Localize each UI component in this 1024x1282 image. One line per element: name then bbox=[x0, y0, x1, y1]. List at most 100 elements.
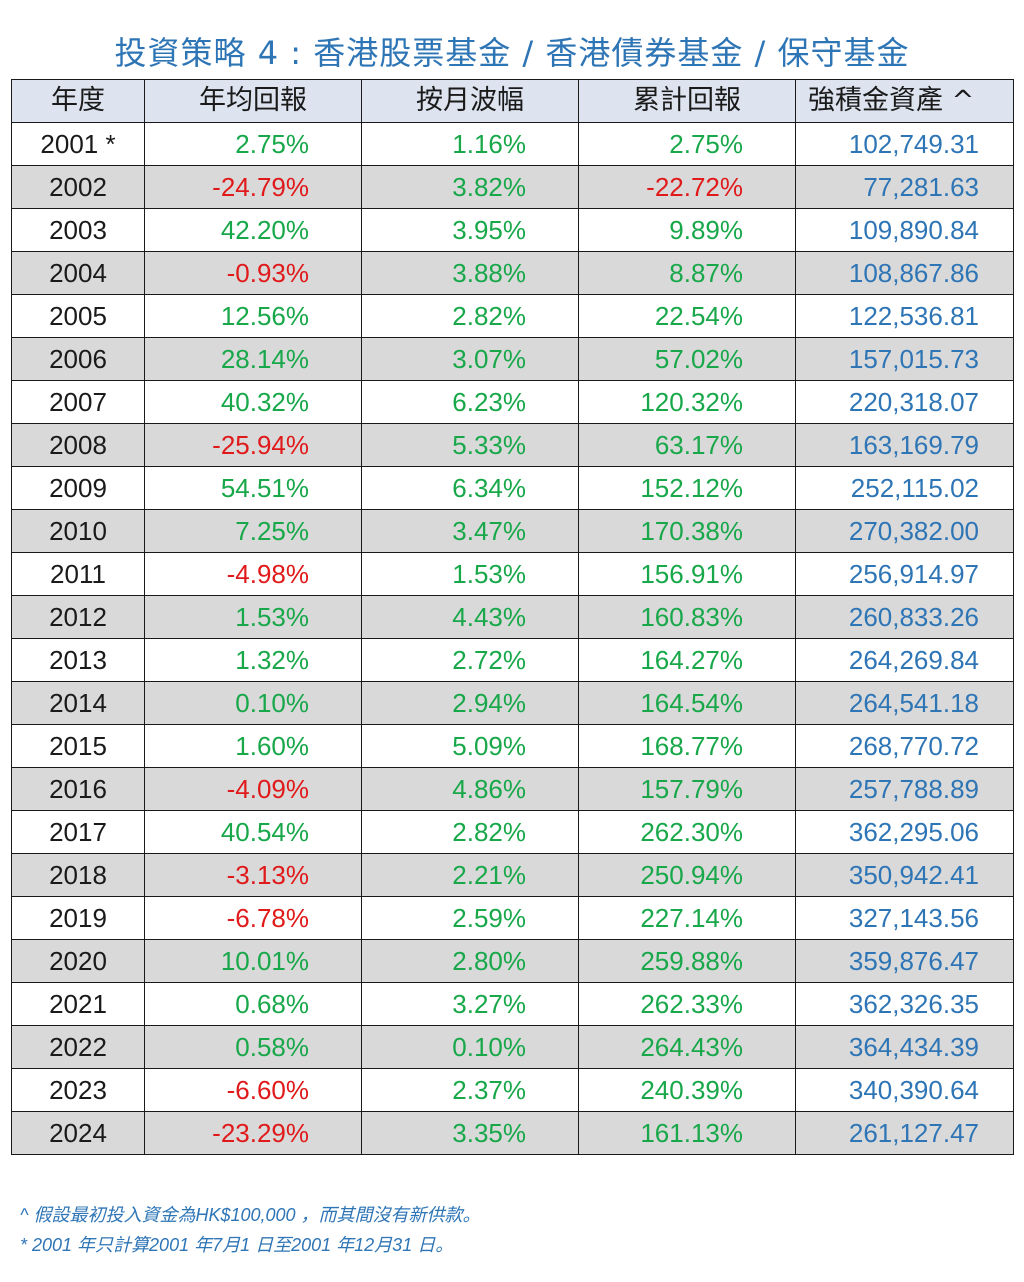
cell-mpf-assets: 270,382.00 bbox=[795, 509, 1014, 553]
table-row: 2015 1.60% 5.09% 168.77% 268,770.72 bbox=[11, 724, 1014, 768]
cell-cumulative-return: 22.54% bbox=[578, 294, 796, 338]
cell-monthly-volatility: 3.47% bbox=[361, 509, 579, 553]
cell-mpf-assets: 157,015.73 bbox=[795, 337, 1014, 381]
table-row: 2023 -6.60% 2.37% 240.39% 340,390.64 bbox=[11, 1068, 1014, 1112]
cell-annual-return: -6.60% bbox=[144, 1068, 362, 1112]
cell-mpf-assets: 108,867.86 bbox=[795, 251, 1014, 295]
table-row: 2009 54.51% 6.34% 152.12% 252,115.02 bbox=[11, 466, 1014, 510]
cell-cumulative-return: 9.89% bbox=[578, 208, 796, 252]
table-row: 2020 10.01% 2.80% 259.88% 359,876.47 bbox=[11, 939, 1014, 983]
cell-year: 2020 bbox=[11, 939, 145, 983]
cell-cumulative-return: 240.39% bbox=[578, 1068, 796, 1112]
cell-annual-return: 40.54% bbox=[144, 810, 362, 854]
table-row: 2013 1.32% 2.72% 164.27% 264,269.84 bbox=[11, 638, 1014, 682]
cell-monthly-volatility: 3.27% bbox=[361, 982, 579, 1026]
cell-annual-return: -0.93% bbox=[144, 251, 362, 295]
cell-mpf-assets: 256,914.97 bbox=[795, 552, 1014, 596]
cell-cumulative-return: 164.54% bbox=[578, 681, 796, 725]
cell-cumulative-return: 262.33% bbox=[578, 982, 796, 1026]
table-row: 2019 -6.78% 2.59% 227.14% 327,143.56 bbox=[11, 896, 1014, 940]
cell-cumulative-return: 168.77% bbox=[578, 724, 796, 768]
cell-cumulative-return: 161.13% bbox=[578, 1111, 796, 1155]
cell-year: 2016 bbox=[11, 767, 145, 811]
cell-annual-return: 7.25% bbox=[144, 509, 362, 553]
header-cumulative-return: 累計回報 bbox=[578, 79, 796, 123]
table-header-row: 年度 年均回報 按月波幅 累計回報 強積金資產 ^ bbox=[11, 79, 1014, 123]
cell-cumulative-return: 120.32% bbox=[578, 380, 796, 424]
cell-annual-return: 0.10% bbox=[144, 681, 362, 725]
header-monthly-volatility: 按月波幅 bbox=[361, 79, 579, 123]
cell-mpf-assets: 264,269.84 bbox=[795, 638, 1014, 682]
table-row: 2001 * 2.75% 1.16% 2.75% 102,749.31 bbox=[11, 122, 1014, 166]
cell-mpf-assets: 260,833.26 bbox=[795, 595, 1014, 639]
table-row: 2021 0.68% 3.27% 262.33% 362,326.35 bbox=[11, 982, 1014, 1026]
cell-year: 2022 bbox=[11, 1025, 145, 1069]
cell-year: 2001 * bbox=[11, 122, 145, 166]
cell-annual-return: -25.94% bbox=[144, 423, 362, 467]
page-title: 投資策略 4 : 香港股票基金 / 香港債券基金 / 保守基金 bbox=[114, 34, 910, 72]
cell-cumulative-return: 262.30% bbox=[578, 810, 796, 854]
cell-mpf-assets: 362,295.06 bbox=[795, 810, 1014, 854]
cell-annual-return: -24.79% bbox=[144, 165, 362, 209]
cell-year: 2024 bbox=[11, 1111, 145, 1155]
cell-annual-return: 28.14% bbox=[144, 337, 362, 381]
cell-mpf-assets: 257,788.89 bbox=[795, 767, 1014, 811]
cell-cumulative-return: 250.94% bbox=[578, 853, 796, 897]
cell-year: 2004 bbox=[11, 251, 145, 295]
table-row: 2003 42.20% 3.95% 9.89% 109,890.84 bbox=[11, 208, 1014, 252]
cell-monthly-volatility: 4.43% bbox=[361, 595, 579, 639]
cell-mpf-assets: 268,770.72 bbox=[795, 724, 1014, 768]
cell-year: 2023 bbox=[11, 1068, 145, 1112]
cell-cumulative-return: 2.75% bbox=[578, 122, 796, 166]
cell-annual-return: -4.98% bbox=[144, 552, 362, 596]
cell-year: 2010 bbox=[11, 509, 145, 553]
cell-year: 2002 bbox=[11, 165, 145, 209]
cell-monthly-volatility: 3.07% bbox=[361, 337, 579, 381]
cell-mpf-assets: 252,115.02 bbox=[795, 466, 1014, 510]
cell-monthly-volatility: 2.82% bbox=[361, 294, 579, 338]
cell-annual-return: 1.60% bbox=[144, 724, 362, 768]
table-row: 2008 -25.94% 5.33% 63.17% 163,169.79 bbox=[11, 423, 1014, 467]
cell-annual-return: 0.68% bbox=[144, 982, 362, 1026]
cell-year: 2019 bbox=[11, 896, 145, 940]
cell-year: 2021 bbox=[11, 982, 145, 1026]
cell-year: 2013 bbox=[11, 638, 145, 682]
table-row: 2022 0.58% 0.10% 264.43% 364,434.39 bbox=[11, 1025, 1014, 1069]
footnote-2001-period: * 2001 年只計算2001 年7月1 日至2001 年12月31 日。 bbox=[20, 1235, 454, 1255]
cell-monthly-volatility: 6.34% bbox=[361, 466, 579, 510]
cell-cumulative-return: 152.12% bbox=[578, 466, 796, 510]
cell-cumulative-return: -22.72% bbox=[578, 165, 796, 209]
cell-monthly-volatility: 3.82% bbox=[361, 165, 579, 209]
cell-year: 2014 bbox=[11, 681, 145, 725]
cell-year: 2008 bbox=[11, 423, 145, 467]
cell-monthly-volatility: 0.10% bbox=[361, 1025, 579, 1069]
cell-annual-return: 40.32% bbox=[144, 380, 362, 424]
header-year: 年度 bbox=[11, 79, 145, 123]
table-row: 2017 40.54% 2.82% 262.30% 362,295.06 bbox=[11, 810, 1014, 854]
cell-mpf-assets: 261,127.47 bbox=[795, 1111, 1014, 1155]
cell-annual-return: 54.51% bbox=[144, 466, 362, 510]
cell-mpf-assets: 362,326.35 bbox=[795, 982, 1014, 1026]
cell-monthly-volatility: 2.80% bbox=[361, 939, 579, 983]
table-row: 2014 0.10% 2.94% 164.54% 264,541.18 bbox=[11, 681, 1014, 725]
cell-annual-return: 0.58% bbox=[144, 1025, 362, 1069]
cell-cumulative-return: 227.14% bbox=[578, 896, 796, 940]
cell-monthly-volatility: 1.53% bbox=[361, 552, 579, 596]
cell-year: 2006 bbox=[11, 337, 145, 381]
cell-cumulative-return: 264.43% bbox=[578, 1025, 796, 1069]
cell-year: 2015 bbox=[11, 724, 145, 768]
cell-mpf-assets: 122,536.81 bbox=[795, 294, 1014, 338]
table-row: 2010 7.25% 3.47% 170.38% 270,382.00 bbox=[11, 509, 1014, 553]
cell-cumulative-return: 259.88% bbox=[578, 939, 796, 983]
cell-annual-return: 2.75% bbox=[144, 122, 362, 166]
cell-cumulative-return: 8.87% bbox=[578, 251, 796, 295]
table-row: 2024 -23.29% 3.35% 161.13% 261,127.47 bbox=[11, 1111, 1014, 1155]
cell-cumulative-return: 57.02% bbox=[578, 337, 796, 381]
table-row: 2005 12.56% 2.82% 22.54% 122,536.81 bbox=[11, 294, 1014, 338]
cell-mpf-assets: 359,876.47 bbox=[795, 939, 1014, 983]
returns-table: 年度 年均回報 按月波幅 累計回報 強積金資產 ^ 2001 * 2.75% 1.1… bbox=[11, 79, 1014, 1155]
cell-cumulative-return: 160.83% bbox=[578, 595, 796, 639]
cell-monthly-volatility: 2.21% bbox=[361, 853, 579, 897]
cell-monthly-volatility: 5.33% bbox=[361, 423, 579, 467]
cell-mpf-assets: 109,890.84 bbox=[795, 208, 1014, 252]
